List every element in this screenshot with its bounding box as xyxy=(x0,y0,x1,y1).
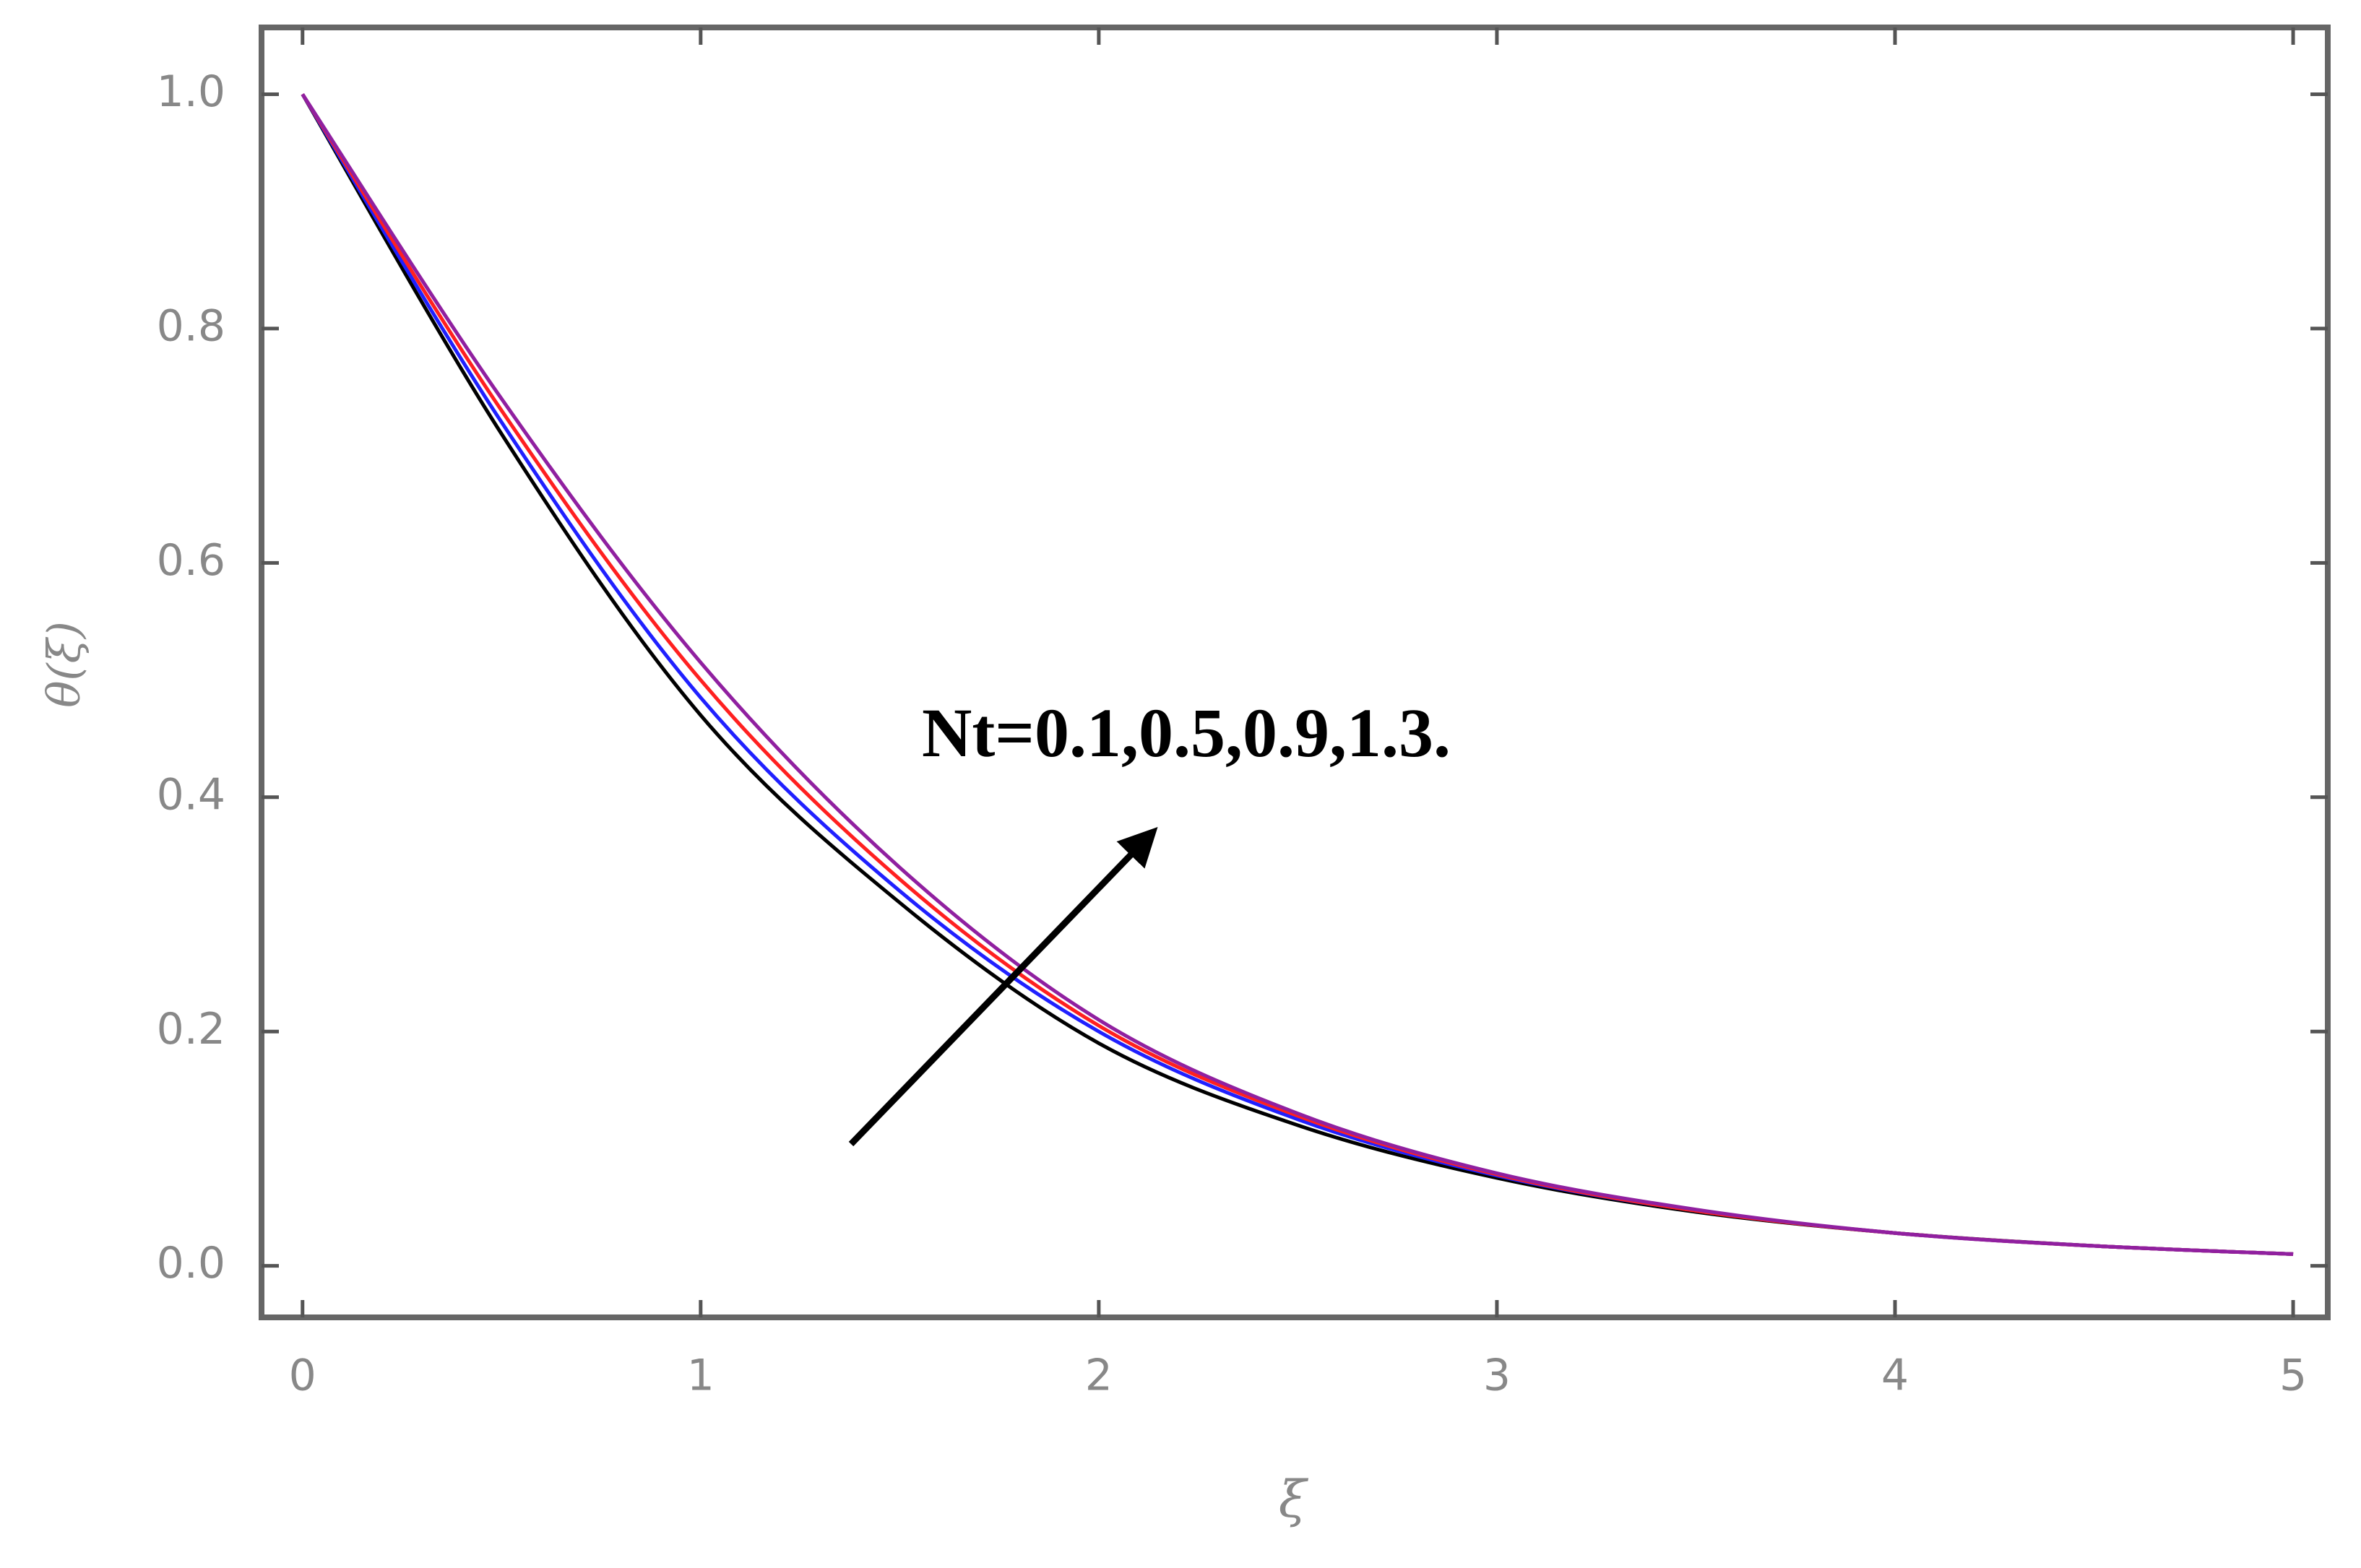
y-tick-label: 0.8 xyxy=(157,300,225,351)
x-tick-label: 1 xyxy=(687,1351,715,1401)
x-tick-label: 3 xyxy=(1483,1351,1511,1401)
annotation: Nt=0.1,0.5,0.9,1.3. xyxy=(922,694,1451,771)
x-axis-label: ξ xyxy=(1279,1470,1309,1529)
x-tick-label: 4 xyxy=(1881,1351,1909,1401)
series-line xyxy=(301,93,2294,1256)
x-tick-label: 2 xyxy=(1085,1351,1113,1401)
series-line xyxy=(301,93,2294,1256)
series-line xyxy=(301,93,2294,1256)
y-tick-label: 0.6 xyxy=(157,535,225,586)
x-tick-label: 0 xyxy=(289,1351,316,1401)
y-tick-label: 0.2 xyxy=(157,1004,225,1054)
plot-area xyxy=(301,93,2294,1256)
y-tick-label: 0.0 xyxy=(157,1238,225,1288)
y-tick-label: 0.4 xyxy=(157,769,225,820)
annotation-arrow xyxy=(848,827,1158,1147)
series-line xyxy=(301,93,2294,1256)
plot-frame xyxy=(259,25,2331,1320)
x-tick-label: 5 xyxy=(2279,1351,2307,1401)
y-axis-label: θ(ξ) xyxy=(38,621,90,708)
y-tick-label: 1.0 xyxy=(157,66,225,117)
